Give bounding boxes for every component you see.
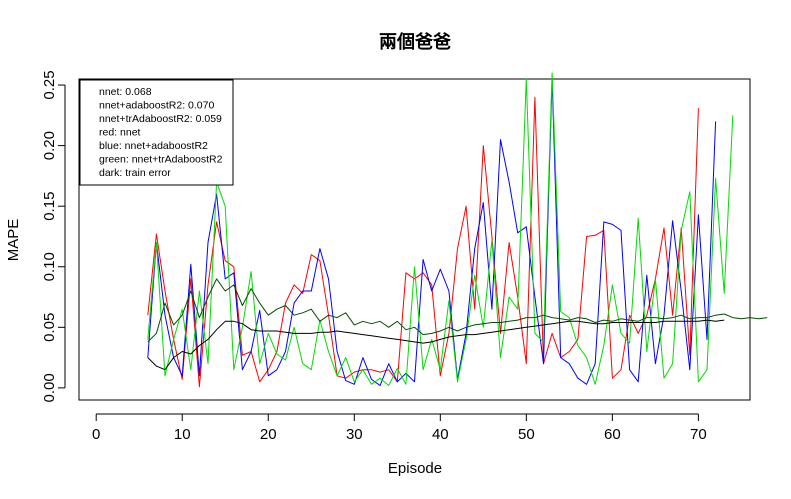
y-tick-label: 0.20 bbox=[41, 131, 58, 160]
y-axis-title: MAPE bbox=[5, 219, 22, 262]
plot-frame bbox=[78, 78, 751, 401]
series-line-green bbox=[147, 72, 734, 386]
x-tick-label: 40 bbox=[432, 426, 449, 443]
series-line-black bbox=[147, 319, 725, 371]
legend-entry: blue: nnet+adaboostR2 bbox=[99, 140, 208, 152]
legend-box bbox=[79, 79, 234, 186]
x-tick-label: 30 bbox=[346, 426, 363, 443]
legend-entry: green: nnet+trAdaboostR2 bbox=[99, 154, 223, 166]
y-tick-label: 0.25 bbox=[41, 70, 58, 99]
x-tick-label: 0 bbox=[92, 426, 100, 443]
legend-entry: nnet: 0.068 bbox=[99, 86, 152, 98]
plot-area: 0 10 20 30 40 50 60 70 0.00 0.05 0.10 0.15 0.20 0.25 bbox=[41, 70, 768, 443]
x-tick-label: 10 bbox=[174, 426, 191, 443]
x-tick-label: 70 bbox=[690, 426, 707, 443]
legend-entry: nnet+trAdaboostR2: 0.059 bbox=[99, 113, 222, 125]
y-tick-label: 0.05 bbox=[41, 313, 58, 342]
x-tick-label: 20 bbox=[260, 426, 277, 443]
legend: nnet: 0.068 nnet+adaboostR2: 0.070nnet+tr… bbox=[79, 79, 234, 186]
y-tick-label: 0.00 bbox=[41, 373, 58, 402]
x-tick-label: 60 bbox=[604, 426, 621, 443]
series-line-blue bbox=[147, 78, 717, 386]
x-tick-label: 50 bbox=[518, 426, 535, 443]
legend-entry: dark: train error bbox=[99, 167, 171, 179]
legend-entry: nnet+adaboostR2: 0.070 bbox=[99, 100, 214, 112]
legend-entry: red: nnet bbox=[99, 127, 141, 139]
series-line-red bbox=[147, 96, 699, 388]
chart-title: 兩個爸爸 bbox=[379, 31, 451, 53]
series-line-darkgreen bbox=[147, 278, 768, 343]
y-tick-label: 0.15 bbox=[41, 192, 58, 221]
y-tick-label: 0.10 bbox=[41, 252, 58, 281]
x-axis-title: Episode bbox=[388, 460, 442, 477]
